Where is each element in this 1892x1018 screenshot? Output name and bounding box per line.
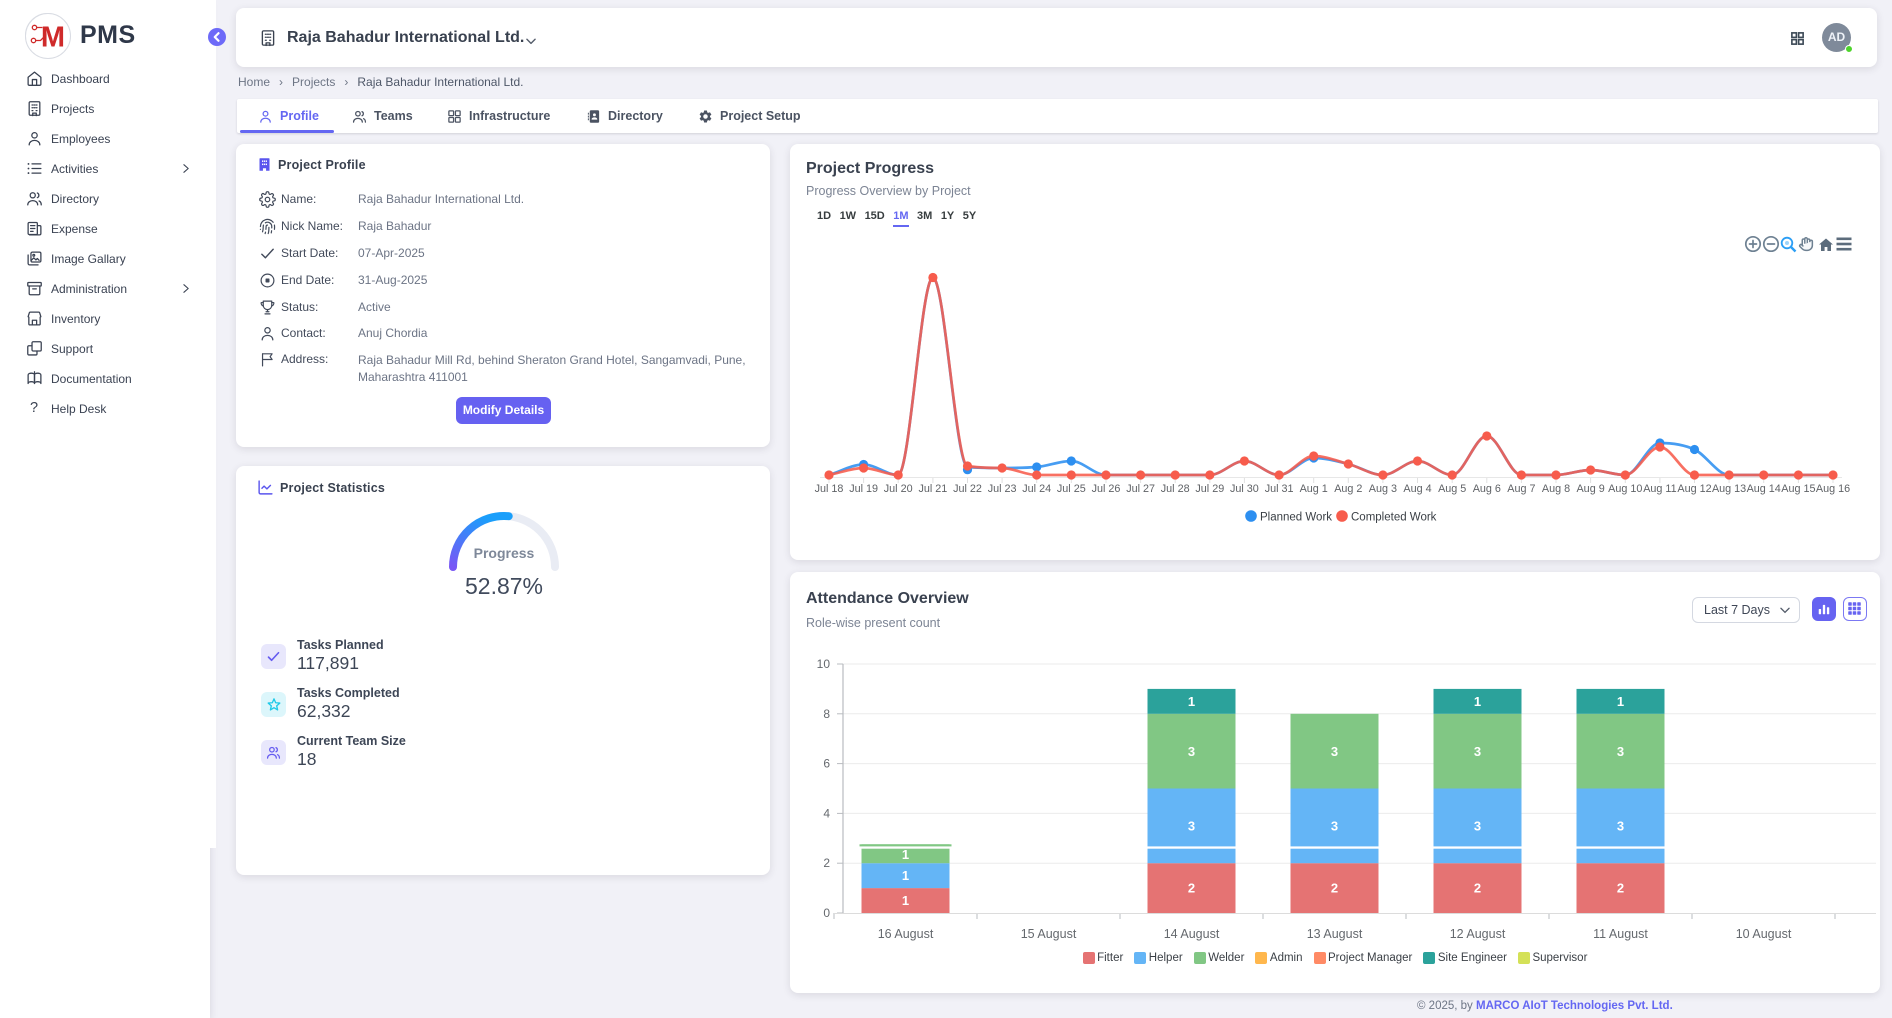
svg-text:Jul 29: Jul 29 <box>1195 483 1224 495</box>
svg-text:Aug 5: Aug 5 <box>1438 483 1466 495</box>
svg-text:8: 8 <box>823 707 830 721</box>
svg-text:Jul 22: Jul 22 <box>953 483 982 495</box>
svg-text:Jul 30: Jul 30 <box>1230 483 1259 495</box>
svg-text:Aug 7: Aug 7 <box>1507 483 1535 495</box>
svg-text:3: 3 <box>1474 818 1481 833</box>
svg-text:Aug 10: Aug 10 <box>1608 483 1642 495</box>
svg-text:Planned Work: Planned Work <box>1260 512 1332 524</box>
svg-text:15 August: 15 August <box>1021 927 1077 941</box>
svg-text:1: 1 <box>902 847 909 862</box>
svg-text:10 August: 10 August <box>1736 927 1792 941</box>
svg-text:Jul 25: Jul 25 <box>1057 483 1086 495</box>
svg-text:Aug 11: Aug 11 <box>1643 483 1676 495</box>
svg-text:Jul 20: Jul 20 <box>884 483 913 495</box>
svg-text:Jul 31: Jul 31 <box>1265 483 1294 495</box>
svg-text:4: 4 <box>823 806 830 820</box>
svg-text:1: 1 <box>1188 694 1195 709</box>
svg-text:3: 3 <box>1188 744 1195 759</box>
svg-text:Completed Work: Completed Work <box>1351 512 1437 524</box>
svg-text:Jul 27: Jul 27 <box>1126 483 1155 495</box>
svg-text:Jul 19: Jul 19 <box>849 483 878 495</box>
svg-text:Jul 28: Jul 28 <box>1161 483 1190 495</box>
svg-text:Aug 12: Aug 12 <box>1677 483 1711 495</box>
svg-text:14 August: 14 August <box>1164 927 1220 941</box>
svg-text:Aug 3: Aug 3 <box>1369 483 1397 495</box>
svg-text:Aug 16: Aug 16 <box>1816 483 1850 495</box>
svg-text:3: 3 <box>1474 744 1481 759</box>
svg-text:3: 3 <box>1188 818 1195 833</box>
svg-text:3: 3 <box>1617 744 1624 759</box>
svg-text:13 August: 13 August <box>1307 927 1363 941</box>
svg-text:16 August: 16 August <box>878 927 934 941</box>
svg-text:3: 3 <box>1331 744 1338 759</box>
svg-text:Jul 21: Jul 21 <box>918 483 947 495</box>
svg-text:0: 0 <box>823 906 830 920</box>
svg-text:2: 2 <box>1474 881 1481 896</box>
svg-text:Aug 1: Aug 1 <box>1300 483 1328 495</box>
svg-text:Aug 13: Aug 13 <box>1712 483 1746 495</box>
svg-text:Aug 8: Aug 8 <box>1542 483 1570 495</box>
svg-text:Jul 24: Jul 24 <box>1022 483 1051 495</box>
svg-text:Jul 18: Jul 18 <box>815 483 844 495</box>
svg-text:Aug 6: Aug 6 <box>1473 483 1501 495</box>
svg-text:2: 2 <box>1617 881 1624 896</box>
svg-text:3: 3 <box>1331 818 1338 833</box>
svg-text:Aug 4: Aug 4 <box>1403 483 1431 495</box>
svg-text:2: 2 <box>1188 881 1195 896</box>
svg-text:Jul 23: Jul 23 <box>988 483 1017 495</box>
svg-text:2: 2 <box>1331 881 1338 896</box>
svg-text:11 August: 11 August <box>1593 927 1648 941</box>
svg-text:M: M <box>41 22 65 54</box>
svg-text:6: 6 <box>823 757 830 771</box>
svg-text:1: 1 <box>902 893 909 908</box>
svg-text:1: 1 <box>902 868 909 883</box>
svg-text:Aug 9: Aug 9 <box>1576 483 1604 495</box>
svg-text:12 August: 12 August <box>1450 927 1506 941</box>
svg-text:1: 1 <box>1617 694 1624 709</box>
svg-text:Aug 14: Aug 14 <box>1747 483 1781 495</box>
svg-text:Aug 2: Aug 2 <box>1334 483 1362 495</box>
svg-text:1: 1 <box>1474 694 1481 709</box>
svg-text:Jul 26: Jul 26 <box>1092 483 1121 495</box>
svg-text:Aug 15: Aug 15 <box>1781 483 1815 495</box>
svg-text:2: 2 <box>823 856 830 870</box>
svg-text:10: 10 <box>817 657 831 671</box>
svg-text:3: 3 <box>1617 818 1624 833</box>
